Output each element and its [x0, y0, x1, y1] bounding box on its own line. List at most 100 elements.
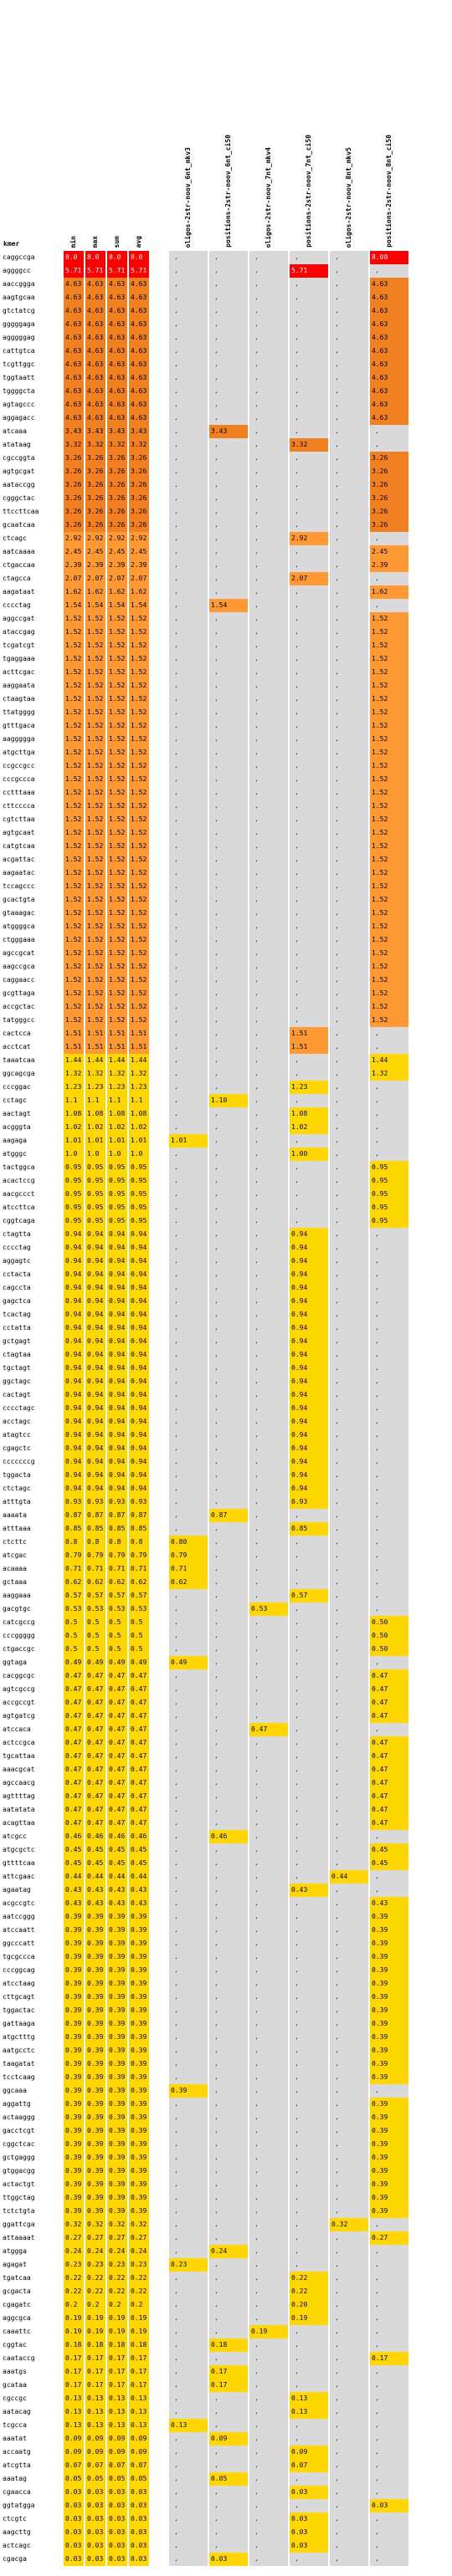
heatmap-cell: 0.49 — [107, 1656, 127, 1669]
heatmap-cell: 0.94 — [129, 1268, 149, 1281]
heatmap-cell: . — [209, 1014, 248, 1027]
table-row: acgggta 1.02 1.02 1.02 1.02... 1.02.. — [0, 1121, 452, 1134]
heatmap-cell: 1.52 — [85, 706, 105, 719]
heatmap-cell: 1.52 — [85, 893, 105, 907]
heatmap-cell: 3.26 — [85, 505, 105, 519]
heatmap-cell: 0.39 — [370, 2057, 408, 2071]
heatmap-cell: . — [169, 1937, 208, 1950]
table-row: agttttag 0.47 0.47 0.47 0.47..... 0.47 — [0, 1790, 452, 1803]
heatmap-cell: 1.52 — [129, 666, 149, 679]
kmer-label: ttatgggg — [3, 708, 35, 716]
heatmap-cell: . — [330, 2486, 368, 2499]
heatmap-cell: 0.03 — [129, 2499, 149, 2512]
heatmap-cell: . — [249, 559, 288, 572]
table-row: ttatgggg 1.52 1.52 1.52 1.52..... 1.52 — [0, 706, 452, 719]
heatmap-cell: . — [209, 987, 248, 1000]
heatmap-cell: 0.19 — [129, 2325, 149, 2338]
heatmap-cell: 2.92 — [107, 532, 127, 545]
heatmap-cell: . — [209, 492, 248, 505]
kmer-label: acctagc — [3, 1418, 31, 1425]
heatmap-cell: . — [209, 2285, 248, 2298]
heatmap-cell: 0.39 — [370, 2044, 408, 2057]
heatmap-cell: 1.52 — [64, 893, 84, 907]
heatmap-cell: . — [169, 465, 208, 478]
heatmap-cell: 0.85 — [85, 1522, 105, 1536]
kmer-label: aagaga — [3, 1137, 27, 1144]
heatmap-cell: . — [330, 1000, 368, 1014]
heatmap-cell: . — [370, 1255, 408, 1268]
heatmap-cell: . — [330, 2352, 368, 2365]
heatmap-cell: . — [290, 2258, 328, 2272]
kmer-label: catcgccg — [3, 1618, 35, 1626]
heatmap-cell: 0.94 — [64, 1429, 84, 1442]
heatmap-cell: . — [370, 2472, 408, 2486]
heatmap-cell: . — [290, 385, 328, 398]
heatmap-cell: . — [330, 1134, 368, 1147]
heatmap-cell: 0.24 — [85, 2245, 105, 2258]
heatmap-cell: . — [330, 2325, 368, 2338]
heatmap-cell: 0.47 — [64, 1817, 84, 1830]
kmer-label: actccgca — [3, 1739, 35, 1746]
heatmap-cell: 0.47 — [370, 1736, 408, 1750]
heatmap-cell: . — [209, 2044, 248, 2057]
heatmap-cell: 4.63 — [85, 411, 105, 425]
heatmap-cell: 1.52 — [129, 652, 149, 666]
heatmap-cell: 3.26 — [85, 465, 105, 478]
heatmap-cell: . — [209, 1857, 248, 1870]
heatmap-cell: . — [370, 2245, 408, 2258]
heatmap-cell: . — [330, 1214, 368, 1228]
heatmap-cell: 0.13 — [129, 2392, 149, 2405]
heatmap-cell: 0.43 — [290, 1883, 328, 1897]
heatmap-cell: 1.52 — [129, 987, 149, 1000]
heatmap-cell: 4.63 — [64, 385, 84, 398]
heatmap-cell: 3.26 — [64, 478, 84, 492]
heatmap-cell: 0.94 — [107, 1429, 127, 1442]
heatmap-cell: 0.32 — [129, 2218, 149, 2231]
heatmap-cell: 0.47 — [129, 1710, 149, 1723]
heatmap-cell: 0.47 — [107, 1683, 127, 1696]
heatmap-cell: 0.09 — [129, 2432, 149, 2446]
heatmap-cell: 4.63 — [64, 331, 84, 345]
heatmap-cell: 0.39 — [129, 2165, 149, 2178]
heatmap-cell: . — [330, 800, 368, 813]
kmer-label: caggccga — [3, 253, 35, 261]
kmer-label: gattaaga — [3, 2020, 35, 2027]
heatmap-cell: . — [169, 1482, 208, 1495]
kmer-label: gacctcgt — [3, 2127, 35, 2134]
kmer-label: ctctagc — [3, 1485, 31, 1492]
heatmap-cell: 1.52 — [370, 759, 408, 773]
heatmap-cell: . — [209, 2098, 248, 2111]
kmer-label: tcgttggc — [3, 360, 35, 368]
heatmap-cell: . — [209, 411, 248, 425]
heatmap-cell: . — [249, 612, 288, 626]
heatmap-cell: 4.63 — [64, 358, 84, 371]
heatmap-cell: . — [330, 2526, 368, 2539]
heatmap-cell: . — [209, 1455, 248, 1469]
heatmap-cell: . — [209, 933, 248, 947]
heatmap-cell: 0.39 — [85, 1950, 105, 1964]
heatmap-cell: . — [209, 1228, 248, 1241]
heatmap-cell: . — [209, 666, 248, 679]
heatmap-cell: 0.94 — [85, 1482, 105, 1495]
table-row: ggcaaa 0.39 0.39 0.39 0.39 0.39..... — [0, 2084, 452, 2098]
heatmap-cell: 1.52 — [85, 1014, 105, 1027]
heatmap-cell: . — [330, 2379, 368, 2392]
heatmap-cell: . — [209, 1335, 248, 1348]
kmer-label: gggggaga — [3, 320, 35, 328]
table-row: accgccgt 0.47 0.47 0.47 0.47..... 0.47 — [0, 1696, 452, 1710]
heatmap-cell: 4.63 — [370, 385, 408, 398]
heatmap-cell: 0.94 — [85, 1295, 105, 1308]
heatmap-cell: 1.52 — [107, 706, 127, 719]
heatmap-cell: 0.5 — [64, 1616, 84, 1629]
heatmap-cell: 0.94 — [64, 1335, 84, 1348]
heatmap-cell: . — [209, 706, 248, 719]
table-row: aatacag 0.13 0.13 0.13 0.13... 0.13.. — [0, 2405, 452, 2419]
heatmap-cell: . — [169, 411, 208, 425]
heatmap-cell: 1.32 — [107, 1067, 127, 1081]
heatmap-cell: 3.26 — [64, 465, 84, 478]
heatmap-cell: . — [290, 1602, 328, 1616]
heatmap-cell: 0.94 — [64, 1375, 84, 1388]
table-row: caataccg 0.17 0.17 0.17 0.17..... 0.17 — [0, 2352, 452, 2365]
heatmap-cell: 1.52 — [370, 947, 408, 960]
heatmap-cell: . — [330, 746, 368, 759]
